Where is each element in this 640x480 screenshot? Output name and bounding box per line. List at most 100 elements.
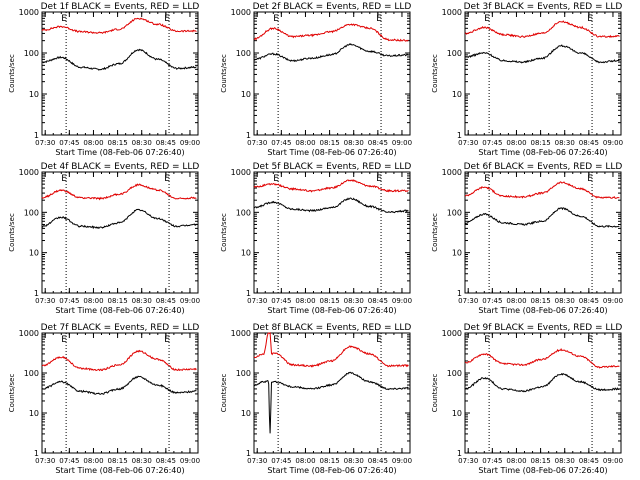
y-tick-label: 1000 bbox=[442, 168, 462, 177]
x-axis-label: Start Time (08-Feb-06 07:26:40) bbox=[478, 148, 607, 157]
y-axis-label: Counts/sec bbox=[220, 374, 228, 413]
x-tick-label: 08:45 bbox=[156, 297, 176, 305]
events-series-line bbox=[41, 375, 197, 395]
x-tick-label: 08:30 bbox=[344, 139, 364, 147]
panel-title: Det 8f BLACK = Events, RED = LLD bbox=[253, 323, 412, 333]
plot-frame bbox=[464, 171, 622, 294]
x-tick-label: 08:00 bbox=[506, 139, 526, 147]
y-axis-label: Counts/sec bbox=[220, 213, 228, 252]
x-axis-label: Start Time (08-Feb-06 07:26:40) bbox=[267, 306, 396, 315]
x-tick-label: 08:15 bbox=[319, 297, 339, 305]
x-tick-label: 08:15 bbox=[530, 139, 550, 147]
x-tick-label: 09:00 bbox=[180, 457, 200, 465]
x-tick-label: 08:00 bbox=[83, 297, 103, 305]
x-tick-label: 07:30 bbox=[247, 139, 267, 147]
x-axis-label: Start Time (08-Feb-06 07:26:40) bbox=[267, 466, 396, 475]
x-tick-label: 07:30 bbox=[247, 457, 267, 465]
x-tick-label: 07:45 bbox=[271, 297, 291, 305]
e-marker: E bbox=[376, 174, 382, 184]
y-tick-label: 10 bbox=[29, 409, 39, 418]
e-marker: E bbox=[376, 335, 382, 345]
x-tick-label: 07:30 bbox=[35, 457, 55, 465]
x-tick-label: 08:00 bbox=[506, 457, 526, 465]
plot-frame bbox=[253, 171, 411, 294]
x-tick-label: 08:45 bbox=[368, 457, 388, 465]
x-tick-label: 07:30 bbox=[35, 139, 55, 147]
y-tick-label: 100 bbox=[236, 369, 251, 378]
y-tick-label: 100 bbox=[447, 208, 462, 217]
plot-frame bbox=[253, 332, 411, 454]
y-axis-label: Counts/sec bbox=[431, 54, 439, 93]
y-tick-label: 1000 bbox=[231, 168, 251, 177]
lld-series-line bbox=[253, 332, 409, 368]
x-axis-label: Start Time (08-Feb-06 07:26:40) bbox=[55, 148, 184, 157]
x-tick-label: 07:45 bbox=[482, 139, 502, 147]
panel-title: Det 2f BLACK = Events, RED = LLD bbox=[253, 2, 412, 12]
y-tick-label: 10 bbox=[241, 409, 251, 418]
x-tick-label: 09:00 bbox=[603, 297, 623, 305]
e-marker: E bbox=[587, 14, 593, 24]
events-series-line bbox=[253, 197, 409, 214]
e-marker: E bbox=[164, 335, 170, 345]
y-tick-label: 1000 bbox=[442, 329, 462, 338]
plot-frame bbox=[464, 332, 622, 454]
x-axis-label: Start Time (08-Feb-06 07:26:40) bbox=[478, 306, 607, 315]
lld-series-line bbox=[464, 20, 620, 39]
e-marker: E bbox=[164, 14, 170, 24]
events-series-line bbox=[253, 371, 409, 434]
events-series-line bbox=[41, 208, 197, 230]
lld-series-line bbox=[41, 183, 197, 201]
x-tick-label: 08:00 bbox=[83, 139, 103, 147]
x-tick-label: 08:30 bbox=[344, 457, 364, 465]
events-series-line bbox=[464, 372, 620, 393]
lld-series-line bbox=[253, 23, 409, 42]
x-tick-label: 07:30 bbox=[247, 297, 267, 305]
x-tick-label: 08:45 bbox=[156, 139, 176, 147]
events-series-line bbox=[253, 43, 409, 63]
x-axis-label: Start Time (08-Feb-06 07:26:40) bbox=[55, 306, 184, 315]
plot-frame bbox=[41, 171, 199, 294]
x-tick-label: 08:00 bbox=[83, 457, 103, 465]
lld-series-line bbox=[41, 17, 197, 34]
y-tick-label: 1 bbox=[457, 449, 462, 458]
x-tick-label: 09:00 bbox=[392, 139, 412, 147]
x-tick-label: 08:30 bbox=[132, 139, 152, 147]
lld-series-line bbox=[465, 181, 620, 199]
x-tick-label: 08:15 bbox=[530, 297, 550, 305]
lld-series-line bbox=[464, 348, 620, 369]
y-tick-label: 1 bbox=[246, 449, 251, 458]
plot-frame bbox=[41, 11, 199, 136]
x-tick-label: 09:00 bbox=[392, 457, 412, 465]
x-tick-label: 08:30 bbox=[555, 297, 575, 305]
panel-title: Det 3f BLACK = Events, RED = LLD bbox=[464, 2, 623, 12]
y-tick-label: 10 bbox=[241, 90, 251, 99]
plot-frame bbox=[464, 11, 622, 136]
e-marker: E bbox=[484, 14, 490, 24]
e-marker: E bbox=[587, 174, 593, 184]
x-tick-label: 09:00 bbox=[603, 139, 623, 147]
y-tick-label: 10 bbox=[452, 90, 462, 99]
e-marker: E bbox=[61, 14, 67, 24]
x-tick-label: 08:15 bbox=[319, 139, 339, 147]
x-tick-label: 09:00 bbox=[180, 297, 200, 305]
x-tick-label: 07:30 bbox=[458, 139, 478, 147]
x-tick-label: 07:45 bbox=[271, 139, 291, 147]
y-axis-label: Counts/sec bbox=[8, 374, 16, 413]
panel-title: Det 5f BLACK = Events, RED = LLD bbox=[253, 162, 412, 172]
lld-series-line bbox=[253, 179, 409, 193]
y-tick-label: 1000 bbox=[231, 329, 251, 338]
y-tick-label: 1 bbox=[457, 131, 462, 140]
y-tick-label: 10 bbox=[452, 249, 462, 258]
y-tick-label: 1000 bbox=[442, 8, 462, 17]
x-tick-label: 08:30 bbox=[555, 457, 575, 465]
y-tick-label: 1000 bbox=[231, 8, 251, 17]
y-axis-label: Counts/sec bbox=[220, 54, 228, 93]
x-tick-label: 08:15 bbox=[530, 457, 550, 465]
panel-title: Det 1f BLACK = Events, RED = LLD bbox=[41, 2, 200, 12]
y-tick-label: 1 bbox=[246, 289, 251, 298]
x-tick-label: 08:45 bbox=[156, 457, 176, 465]
